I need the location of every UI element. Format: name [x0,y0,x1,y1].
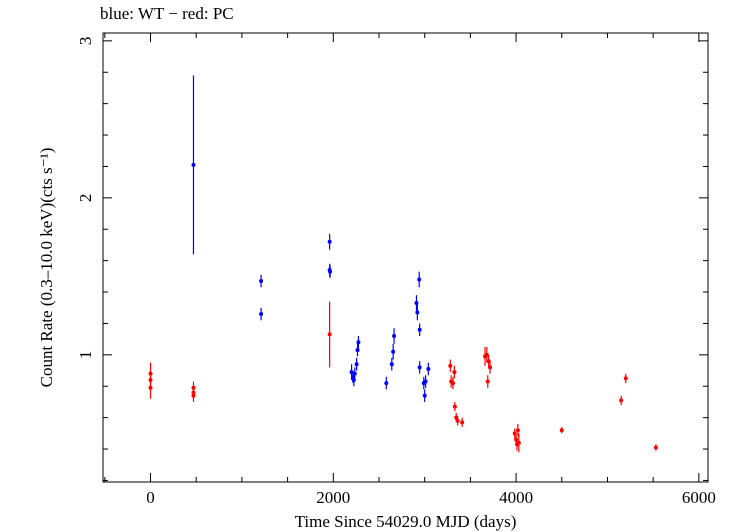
data-point [653,444,658,451]
point-marker [417,327,422,332]
y-tick-label: 3 [76,37,95,46]
data-point [460,417,465,428]
data-point [485,375,490,388]
data-point [259,274,264,288]
data-point [384,376,389,390]
point-marker [384,381,389,386]
data-point [488,361,493,374]
data-point [356,335,361,349]
data-point [623,373,628,384]
data-point [559,427,564,434]
point-marker [422,393,427,398]
point-marker [414,301,419,306]
point-marker [623,376,628,381]
axis-tick-labels: 0 2000 4000 6000 1 2 3 [76,37,716,507]
x-tick-label: 2000 [316,488,350,507]
point-marker [191,162,196,167]
x-tick-label: 4000 [499,488,533,507]
data-point [148,376,153,399]
plot-frame [102,32,709,483]
data-point [352,367,357,380]
x-tick-label: 6000 [682,488,716,507]
point-marker [354,362,359,367]
data-point [515,423,520,437]
data-point [259,307,264,321]
point-marker [259,279,264,284]
x-tick-label: 0 [146,488,155,507]
data-point [414,295,419,311]
data-point [191,75,196,255]
data-point [452,401,457,412]
point-marker [423,379,428,384]
data-point [417,361,422,374]
data-point [484,346,489,363]
point-marker [327,332,332,337]
data-point [354,357,359,371]
data-point [455,416,460,426]
data-point [389,357,394,371]
point-marker [417,277,422,282]
point-marker [515,428,520,433]
chart-title: blue: WT − red: PC [100,4,234,23]
data-point [448,359,453,373]
data-point [619,395,624,406]
data-point [417,271,422,288]
point-marker [653,445,658,450]
point-marker [417,365,422,370]
point-marker [259,312,264,317]
point-marker [391,349,396,354]
point-marker [484,352,489,357]
data-point [417,323,422,336]
axis-ticks [103,33,708,482]
data-point [423,375,428,388]
point-marker [426,366,431,371]
point-marker [516,440,521,445]
data-point [327,233,332,250]
point-marker [559,428,564,433]
data-point [355,343,360,357]
data-point [451,376,456,390]
point-marker [327,239,332,244]
point-marker [455,418,460,423]
point-marker [452,404,457,409]
point-marker [389,362,394,367]
y-tick-label: 2 [76,194,95,203]
point-marker [619,398,624,403]
data-point [452,365,457,379]
point-marker [485,379,490,384]
point-marker [352,371,357,376]
data-point [516,433,521,453]
data-point [422,389,427,402]
y-tick-label: 1 [76,351,95,360]
point-marker [328,269,333,274]
data-point [415,304,420,321]
point-marker [191,393,196,398]
y-axis-label: Count Rate (0.3–10.0 keV)(cts s⁻¹) [37,148,56,388]
data-point [328,265,333,278]
point-marker [355,348,360,353]
point-marker [460,420,465,425]
point-marker [488,365,493,370]
point-marker [448,363,453,368]
point-marker [452,370,457,375]
point-marker [415,310,420,315]
point-marker [356,340,361,345]
data-point [191,389,196,402]
data-marks [148,75,658,453]
point-marker [148,385,153,390]
data-point [327,301,332,368]
point-marker [392,333,397,338]
x-axis-label: Time Since 54029.0 MJD (days) [295,512,517,531]
data-point [392,328,397,344]
point-marker [451,381,456,386]
data-point [391,343,396,360]
data-point [426,362,431,376]
